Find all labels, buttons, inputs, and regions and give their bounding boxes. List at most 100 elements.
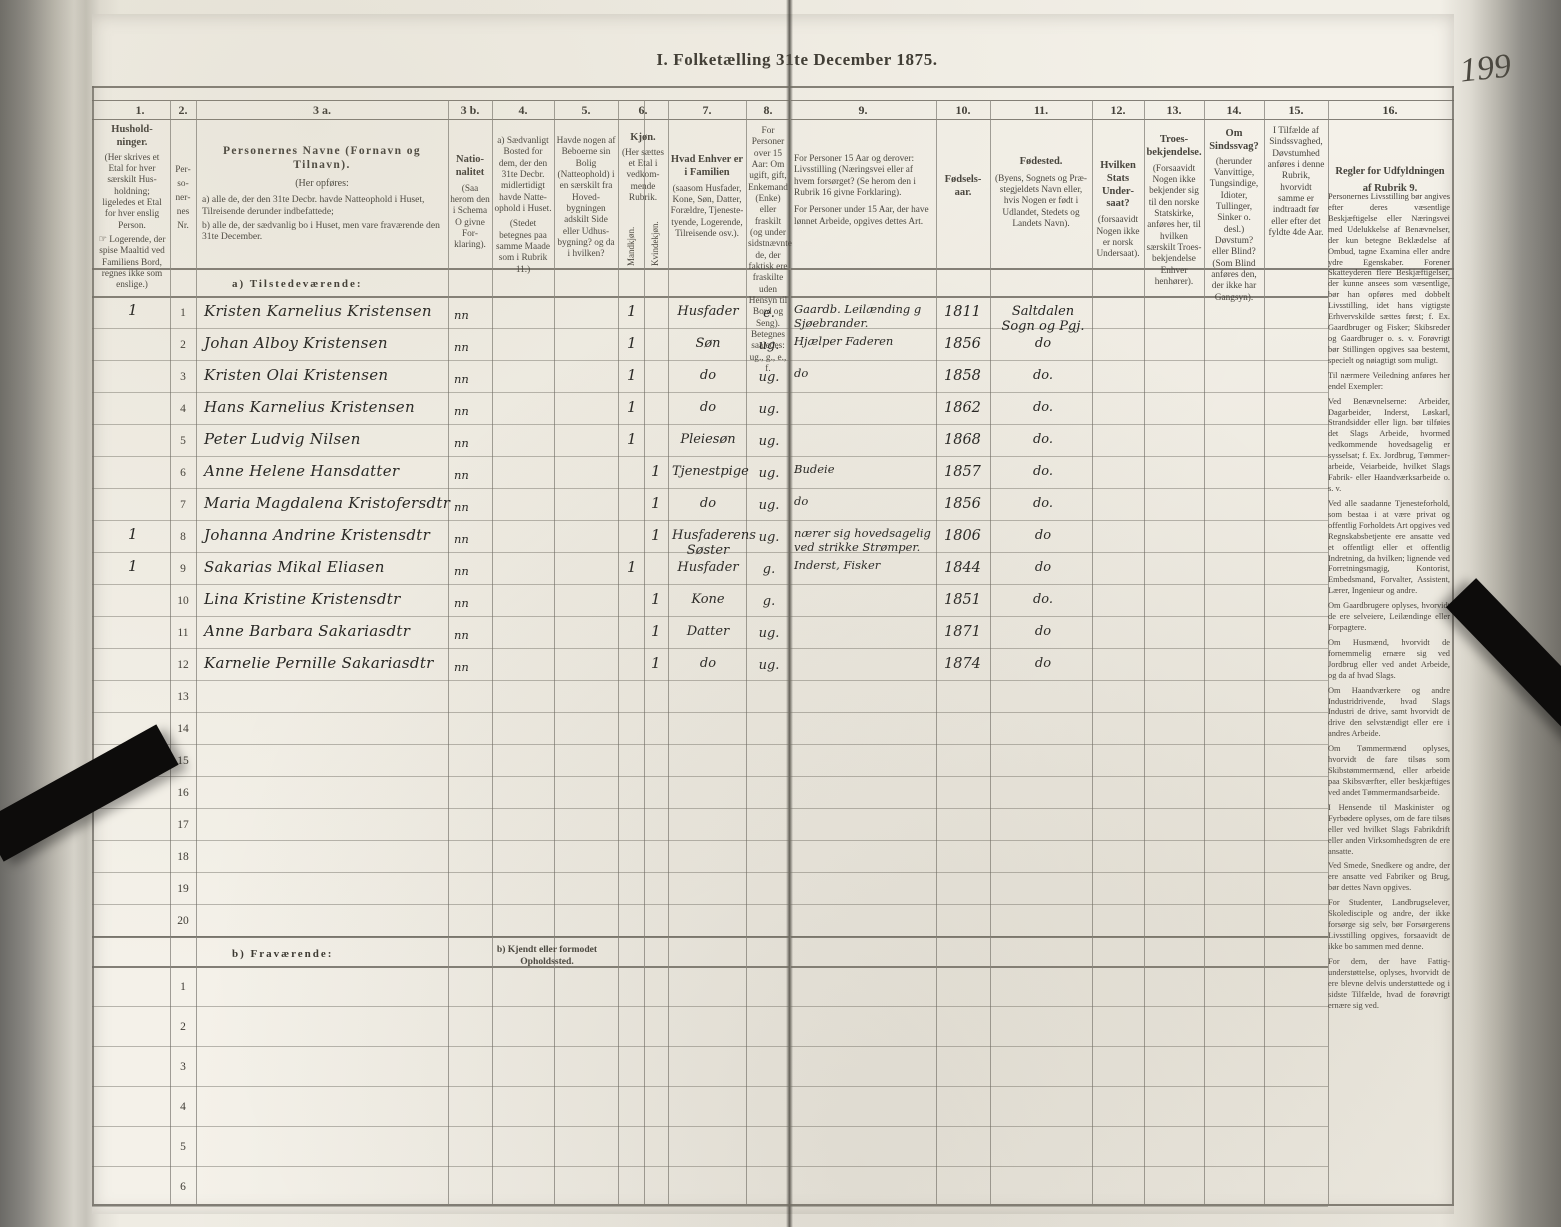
row-number: 7 xyxy=(180,499,186,511)
cell-nationality: nn xyxy=(454,308,469,322)
cell-marital: e. xyxy=(763,306,775,321)
cell-marital: g. xyxy=(762,562,776,577)
colheader-1-sub: (Her skrives et Etal for hver særskilt H… xyxy=(102,152,162,231)
cell-birth-year: 1856 xyxy=(944,496,981,512)
row-number: 14 xyxy=(177,723,189,735)
cell-female: 1 xyxy=(651,622,661,640)
colheader-6-female: Kvindekjøn. xyxy=(650,221,660,266)
row-separator xyxy=(92,520,1328,521)
cell-birth-year: 1844 xyxy=(944,560,981,576)
cell-name: Karnelie Pernille Sakariasdtr xyxy=(204,654,434,672)
colheader-1-note: ☞ Logerende, der spise Maaltid ved Famil… xyxy=(98,234,166,291)
section-a-label: a) Tilstedeværende: xyxy=(232,278,363,290)
cell-birthplace: do. xyxy=(1032,496,1054,511)
vline-c8-c9 xyxy=(790,100,791,1204)
page-title: I. Folketælling 31te December 1875. xyxy=(656,50,938,69)
row-separator xyxy=(92,712,1328,713)
instruction-paragraph: Ved Smede, Snedkere og andre, der ere an… xyxy=(1328,861,1450,893)
colnum-12: 12. xyxy=(1110,103,1126,117)
colheader-13-sub: (Forsaavidt Nogen ikke bekjen­der sig ti… xyxy=(1146,163,1202,287)
colheader-11: Fødested. (Byens, Sognets og Præ­stegjel… xyxy=(992,156,1090,230)
rule-top xyxy=(92,86,1454,88)
cell-family: Husfader xyxy=(677,560,739,575)
instruction-paragraph: I Hensende til Maskinister og Fyrbødere … xyxy=(1328,802,1450,856)
colheader-6-male: Mandkjøn. xyxy=(626,226,636,266)
row-number: 5 xyxy=(180,435,186,447)
colheader-3a: Personernes Navne (Fornavn og Tilnavn). … xyxy=(202,144,442,243)
cell-marital: ug. xyxy=(758,434,780,449)
absent-row-separator xyxy=(92,1046,1328,1047)
cell-name: Johanna Andrine Kristensdtr xyxy=(204,526,431,544)
vline-c9-c10 xyxy=(936,100,937,1204)
row-number: 6 xyxy=(180,467,186,479)
cell-name: Sakarias Mikal Eliasen xyxy=(204,558,385,576)
colnum-16: 16. xyxy=(1382,103,1398,117)
row-separator xyxy=(92,360,1328,361)
row-number: 1 xyxy=(180,307,186,319)
row-separator xyxy=(92,680,1328,681)
cell-household: 1 xyxy=(128,525,138,543)
row-separator xyxy=(92,776,1328,777)
cell-female: 1 xyxy=(651,494,661,512)
cell-birth-year: 1858 xyxy=(944,368,981,384)
colheader-6-title: Kjøn. xyxy=(630,132,656,143)
rule-colnum-top xyxy=(92,100,1454,101)
colheader-6: Kjøn. (Her sættes et Etal i vedkom­mende… xyxy=(619,132,667,204)
cell-birthplace: do xyxy=(1034,656,1052,671)
cell-male: 1 xyxy=(627,366,637,384)
cell-nationality: nn xyxy=(454,596,469,610)
cell-name: Anne Helene Hansdatter xyxy=(204,462,400,480)
cell-marital: ug. xyxy=(758,530,780,545)
colnum-14: 14. xyxy=(1226,103,1242,117)
colheader-14-sub: (herunder Vanvittige, Tung­sindige, Idio… xyxy=(1209,156,1259,303)
colheader-8-title: For Personer over 15 Aar: Om ugift, gift… xyxy=(748,126,792,374)
cell-family: Datter xyxy=(686,624,730,639)
vline-c11-c12 xyxy=(1092,100,1093,1204)
absent-row-number: 1 xyxy=(180,981,186,993)
cell-birth-year: 1856 xyxy=(944,336,981,352)
row-separator xyxy=(92,488,1328,489)
colheader-7-title: Hvad Enhver er i Familien xyxy=(670,154,744,178)
cell-marital: ug. xyxy=(758,658,780,673)
absent-row-separator xyxy=(92,1126,1328,1127)
rule-section-a xyxy=(92,296,1328,298)
cell-family: do xyxy=(699,368,717,383)
instruction-paragraph: Om Haandværkere og an­dre Industridriven… xyxy=(1328,685,1450,739)
cell-birthplace: do. xyxy=(1032,464,1054,479)
cell-birth-year: 1871 xyxy=(944,624,981,640)
colheader-4: a) Sædvanligt Bosted for dem, der den 31… xyxy=(494,136,552,276)
section-b-right-label: b) Kjendt eller formodet Opholdssted. xyxy=(496,944,598,967)
row-separator xyxy=(92,392,1328,393)
colheader-5: Havde nogen af Beboerne sin Bolig (Natte… xyxy=(556,136,616,261)
row-number: 17 xyxy=(177,819,189,831)
cell-family: Tjenestpige xyxy=(672,464,749,479)
row-separator xyxy=(92,744,1328,745)
colheader-12: Hvilken Stats Under­saat? (forsaavidt No… xyxy=(1094,160,1142,261)
colheader-4-sub: (Stedet betegnes paa samme Maade som i R… xyxy=(496,219,550,275)
colheader-9-title: For Personer 15 Aar og der­over: Livssti… xyxy=(794,154,916,198)
colheader-1: Hushold- ninger. (Her skrives et Etal fo… xyxy=(98,124,166,292)
colheader-15-title: I Tilfælde af Sinds­svaghed, Døvstum­hed… xyxy=(1267,126,1325,238)
cell-family: Søn xyxy=(695,336,721,351)
colheader-12-sub: (forsaavidt Nogen ikke er norsk Undersaa… xyxy=(1096,215,1140,260)
cell-family: do xyxy=(699,656,717,671)
cell-male: 1 xyxy=(627,398,637,416)
vline-right-edge xyxy=(1452,86,1454,1204)
cell-name: Kristen Olai Kristensen xyxy=(204,366,389,384)
rule-colnum-bottom xyxy=(92,119,1454,120)
colheader-6-sub: (Her sættes et Etal i vedkom­mende Rubri… xyxy=(621,147,665,204)
rule-section-b-top xyxy=(92,936,1328,938)
cell-nationality: nn xyxy=(454,532,469,546)
colheader-13-title: Troes­bekjendelse. xyxy=(1146,134,1202,158)
cell-family: Husfader xyxy=(677,304,739,319)
colnum-4: 4. xyxy=(518,103,528,117)
row-separator xyxy=(92,424,1328,425)
colheader-2-title: Per­so­ner­nes Nr. xyxy=(175,165,191,231)
cell-birthplace: do. xyxy=(1032,432,1054,447)
colheader-3a-b: b) alle de, der sædvanlig bo i Huset, me… xyxy=(202,219,440,243)
row-number: 13 xyxy=(177,691,189,703)
instruction-paragraph: Personernes Livsstilling bør angives eft… xyxy=(1328,192,1450,365)
colheader-1-title: Hushold- ninger. xyxy=(111,124,153,148)
colnum-8: 8. xyxy=(763,103,773,117)
